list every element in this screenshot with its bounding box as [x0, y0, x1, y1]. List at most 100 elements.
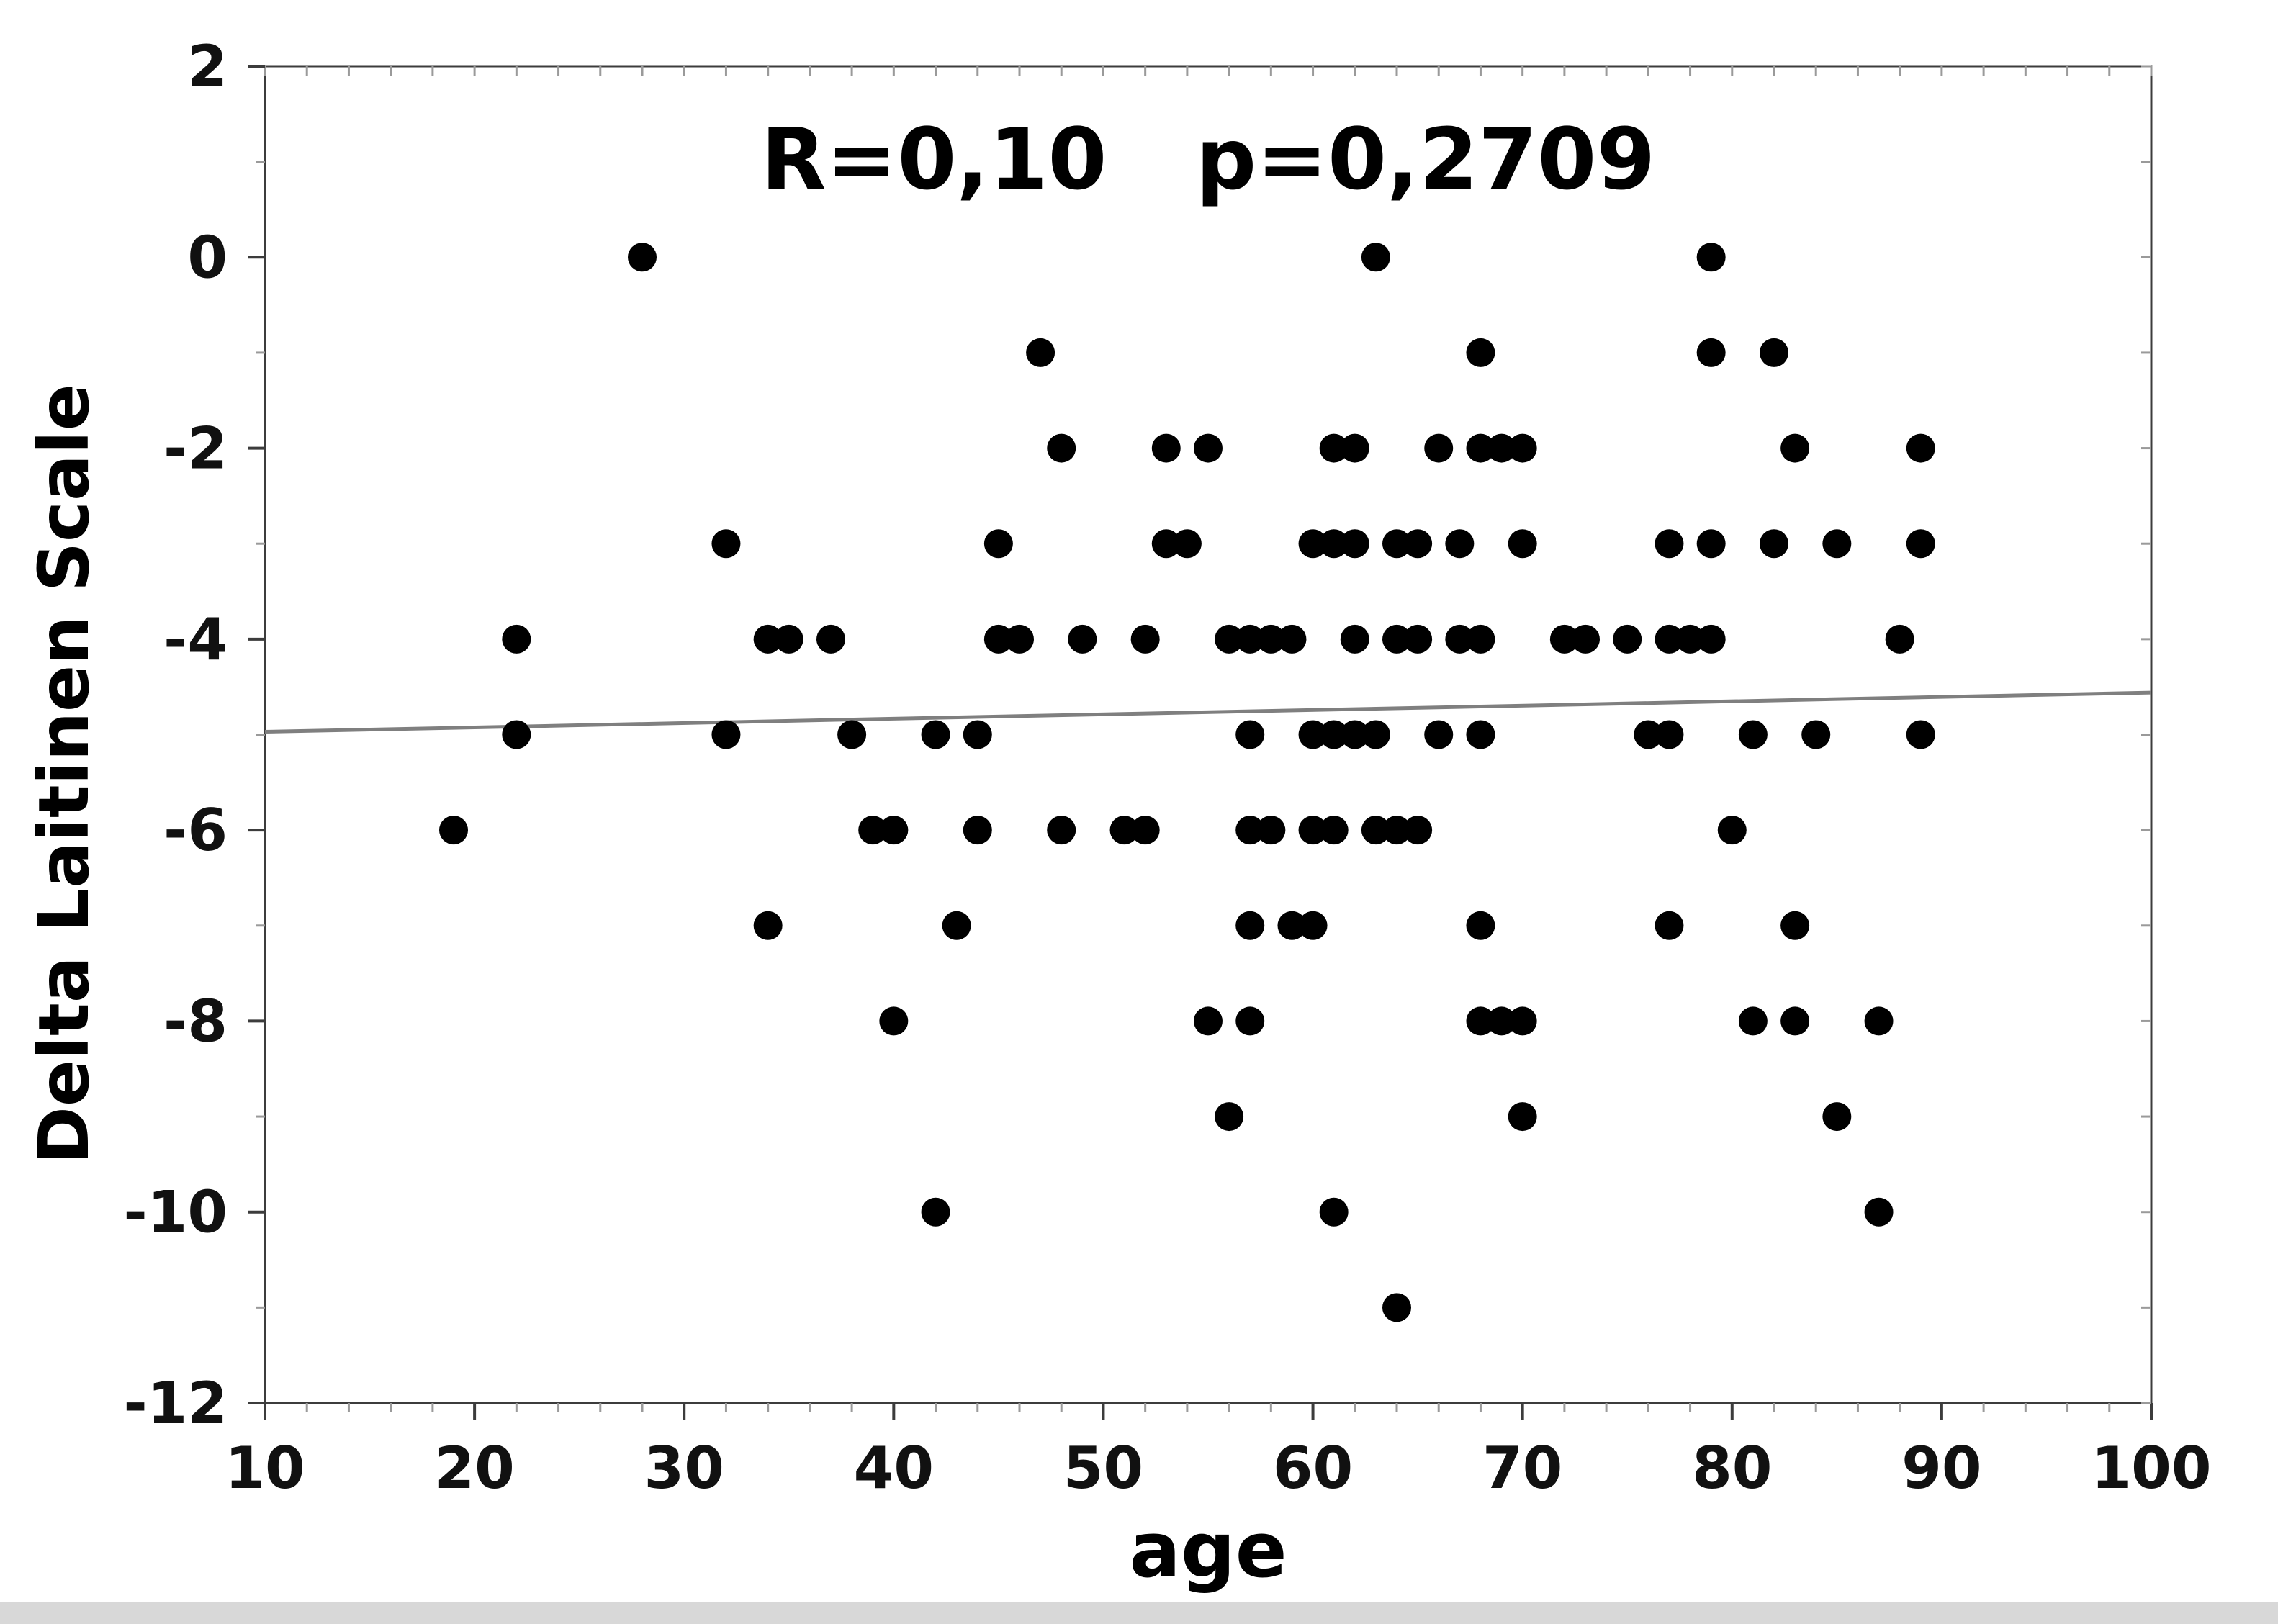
data-point [1822, 1102, 1852, 1132]
data-point [1780, 1006, 1810, 1036]
data-point [1634, 720, 1663, 749]
data-point [439, 816, 468, 845]
data-point [879, 816, 909, 845]
data-point [1801, 720, 1831, 749]
data-point [1696, 338, 1726, 367]
data-point [1508, 433, 1537, 463]
data-point [837, 720, 867, 749]
data-point [1319, 433, 1349, 463]
data-point [711, 529, 741, 559]
data-point [1675, 624, 1705, 654]
data-point [1549, 624, 1579, 654]
data-point [628, 243, 657, 272]
data-point [1696, 243, 1726, 272]
data-point [1382, 529, 1411, 559]
data-point [1696, 624, 1726, 654]
data-point [1822, 529, 1852, 559]
data-point [1864, 1197, 1894, 1227]
data-point [1382, 1293, 1411, 1322]
data-point [1571, 624, 1600, 654]
data-point [1194, 433, 1223, 463]
data-point [921, 720, 950, 749]
data-point [983, 529, 1013, 559]
x-axis-title: age [1129, 1506, 1287, 1594]
data-point [1466, 1006, 1495, 1036]
data-point [1026, 338, 1055, 367]
data-point [963, 720, 992, 749]
data-point [1466, 624, 1495, 654]
data-point [1235, 720, 1265, 749]
data-point [1215, 1102, 1244, 1132]
data-point [1906, 720, 1935, 749]
y-tick-label: -6 [163, 797, 228, 864]
y-tick-label: -4 [163, 606, 228, 673]
data-point [1403, 816, 1433, 845]
data-point [1298, 720, 1328, 749]
data-point [774, 624, 803, 654]
x-tick-label: 90 [1901, 1435, 1981, 1502]
data-point [1466, 720, 1495, 749]
data-point [1235, 816, 1265, 845]
data-point [1256, 816, 1286, 845]
data-point [1319, 1197, 1349, 1227]
axis-ticks [248, 65, 2153, 1420]
x-tick-label: 70 [1482, 1435, 1562, 1502]
y-tick-label: -2 [163, 415, 228, 482]
data-point [1256, 624, 1286, 654]
data-point [1319, 529, 1349, 559]
data-point [858, 816, 888, 845]
data-point [1655, 529, 1684, 559]
data-point [1298, 911, 1328, 940]
y-tick-label: 2 [187, 33, 228, 100]
data-point [1508, 1102, 1537, 1132]
regression-line-layer [264, 690, 2152, 734]
data-point [879, 1006, 909, 1036]
data-point [1403, 529, 1433, 559]
data-point [1382, 624, 1411, 654]
data-points-layer [439, 243, 1935, 1322]
window-bottom-strip [0, 1602, 2278, 1624]
data-point [1760, 338, 1788, 367]
data-point [942, 911, 971, 940]
data-point [1487, 433, 1516, 463]
data-point [1864, 1006, 1894, 1036]
data-point [1340, 624, 1369, 654]
data-point [1005, 624, 1034, 654]
chart-title: R=0,10 p=0,2709 [761, 109, 1656, 209]
x-tick-label: 30 [644, 1435, 724, 1502]
data-point [1780, 433, 1810, 463]
data-point [1655, 911, 1684, 940]
data-point [1466, 433, 1495, 463]
data-point [502, 624, 531, 654]
data-point [1445, 529, 1475, 559]
data-point [1319, 720, 1349, 749]
y-axis-title: Delta Laitinen Scale [24, 384, 104, 1164]
data-point [1047, 816, 1076, 845]
data-point [1780, 911, 1810, 940]
data-point [1130, 816, 1160, 845]
data-point [1298, 529, 1328, 559]
data-point [1047, 433, 1076, 463]
y-tick-label: -10 [123, 1179, 228, 1246]
regression-line [264, 690, 2152, 734]
data-point [921, 1197, 950, 1227]
data-point [1403, 624, 1433, 654]
x-tick-label: 60 [1273, 1435, 1353, 1502]
data-point [753, 624, 783, 654]
data-point [502, 720, 531, 749]
x-tick-label: 40 [854, 1435, 934, 1502]
data-point [1906, 529, 1935, 559]
data-point [1235, 624, 1265, 654]
x-tick-label: 20 [434, 1435, 514, 1502]
data-point [1885, 624, 1914, 654]
data-point [1235, 1006, 1265, 1036]
y-tick-label: -12 [123, 1370, 228, 1437]
x-tick-label: 50 [1063, 1435, 1143, 1502]
data-point [1298, 816, 1328, 845]
data-point [1382, 816, 1411, 845]
data-point [963, 816, 992, 845]
y-tick-label: 0 [187, 224, 228, 291]
data-point [1361, 720, 1390, 749]
